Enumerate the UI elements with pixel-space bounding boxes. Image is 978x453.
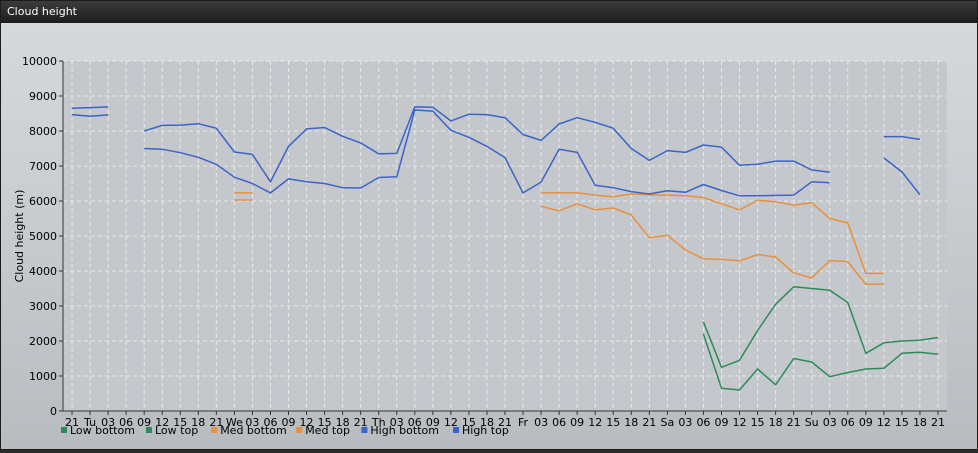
x-tick-label: We <box>226 416 243 429</box>
x-tick-label: 21 <box>65 416 79 429</box>
x-tick-label: 06 <box>841 416 855 429</box>
x-tick-label: 03 <box>390 416 404 429</box>
x-tick-label: 15 <box>751 416 765 429</box>
x-tick-label: Tu <box>83 416 96 429</box>
y-tick-label: 0 <box>50 405 57 418</box>
y-axis-label: Cloud height (m) <box>13 190 26 283</box>
x-tick-label: 21 <box>354 416 368 429</box>
x-tick-label: 21 <box>642 416 656 429</box>
x-tick-label: 09 <box>859 416 873 429</box>
x-tick-label: 15 <box>173 416 187 429</box>
x-tick-label: 06 <box>552 416 566 429</box>
series-line-med-top <box>234 192 884 275</box>
x-tick-label: 06 <box>263 416 277 429</box>
legend-label: Low top <box>155 424 198 437</box>
x-tick-label: 21 <box>787 416 801 429</box>
x-tick-label: 03 <box>823 416 837 429</box>
y-tick-label: 7000 <box>29 160 57 173</box>
y-tick-label: 6000 <box>29 195 57 208</box>
x-tick-label: 21 <box>931 416 945 429</box>
y-tick-label: 1000 <box>29 370 57 383</box>
legend-swatch <box>61 427 67 433</box>
x-tick-label: 18 <box>480 416 494 429</box>
window-title: Cloud height <box>1 1 977 23</box>
legend-swatch <box>211 427 218 433</box>
x-tick-label: 21 <box>498 416 512 429</box>
y-tick-label: 9000 <box>29 90 57 103</box>
x-tick-label: Fr <box>518 416 529 429</box>
y-tick-label: 4000 <box>29 265 57 278</box>
x-tick-label: 18 <box>336 416 350 429</box>
legend-label: Med bottom <box>220 424 287 437</box>
y-tick-label: 3000 <box>29 300 57 313</box>
legend-label: High bottom <box>370 424 439 437</box>
x-tick-label: 03 <box>678 416 692 429</box>
legend-label: Low bottom <box>70 424 135 437</box>
legend-swatch <box>296 427 303 433</box>
chart-panel: 0 1000 2000 3000 4000 5000 6000 7000 8000 9000 100… <box>1 23 977 449</box>
x-tick-label: 03 <box>534 416 548 429</box>
x-tick-label: 18 <box>913 416 927 429</box>
x-tick-label: 06 <box>696 416 710 429</box>
x-tick-label: Sa <box>661 416 675 429</box>
legend-label: High top <box>462 424 509 437</box>
x-tick-label: 09 <box>137 416 151 429</box>
x-tick-label: 12 <box>155 416 169 429</box>
series-line-low-bottom <box>702 333 939 391</box>
x-tick-label: 18 <box>624 416 638 429</box>
y-tick-label: 5000 <box>29 230 57 243</box>
x-tick-label: 03 <box>101 416 115 429</box>
series-line-high-bottom <box>71 109 921 197</box>
x-tick-label: 03 <box>245 416 259 429</box>
x-tick-label: 15 <box>606 416 620 429</box>
x-tick-label: 12 <box>444 416 458 429</box>
series-line-high-top <box>71 106 921 183</box>
x-tick-label: 21 <box>209 416 223 429</box>
y-tick-label: 10000 <box>22 55 57 68</box>
x-tick-label: Su <box>805 416 819 429</box>
x-tick-label: 06 <box>119 416 133 429</box>
legend-swatch <box>453 427 459 433</box>
x-tick-label: 12 <box>588 416 602 429</box>
legend-label: Med top <box>305 424 350 437</box>
x-tick-label: 09 <box>426 416 440 429</box>
x-tick-label: 15 <box>318 416 332 429</box>
x-tick-label: 09 <box>570 416 584 429</box>
x-tick-label: 12 <box>300 416 314 429</box>
x-tick-label: 18 <box>769 416 783 429</box>
x-tick-label: 15 <box>895 416 909 429</box>
x-tick-label: 09 <box>282 416 296 429</box>
x-tick-label: 18 <box>191 416 205 429</box>
x-tick-label: 12 <box>733 416 747 429</box>
series-line-low-top <box>702 286 939 369</box>
x-tick-label: Th <box>371 416 386 429</box>
x-tick-label: 12 <box>877 416 891 429</box>
x-tick-label: 15 <box>462 416 476 429</box>
x-tick-label: 06 <box>408 416 422 429</box>
cloud-height-chart: 0 1000 2000 3000 4000 5000 6000 7000 8000 9000 100… <box>13 55 947 437</box>
series-line-med-bottom <box>234 199 884 286</box>
y-tick-label: 8000 <box>29 125 57 138</box>
legend-swatch <box>146 427 152 433</box>
legend-swatch <box>361 427 368 433</box>
y-tick-label: 2000 <box>29 335 57 348</box>
x-tick-label: 09 <box>714 416 728 429</box>
